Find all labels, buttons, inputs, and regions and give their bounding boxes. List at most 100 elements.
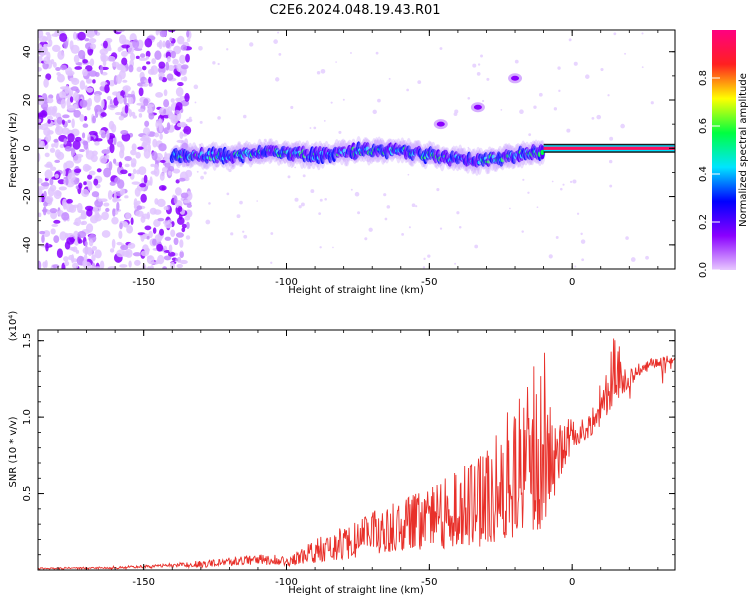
heatmap-noise-cell: [90, 43, 97, 50]
heatmap-noise-cell: [146, 255, 155, 265]
heatmap-faint-cell: [249, 42, 254, 47]
heatmap-noise-cell: [124, 195, 129, 199]
heatmap-noise-cell: [115, 30, 125, 33]
bottom-y-axis-label: SNR (10 * v/v): [8, 416, 19, 487]
colorbar-tick-label: 0.0: [698, 262, 709, 278]
heatmap-noise-cell: [100, 64, 104, 75]
heatmap-noise-cell: [116, 63, 125, 69]
heatmap-faint-cell: [217, 116, 221, 120]
heatmap-faint-cell: [509, 207, 511, 210]
heatmap-noise-cell: [158, 76, 164, 81]
y-tick-label: 1.5: [22, 333, 33, 349]
heatmap-faint-cell: [270, 232, 274, 235]
heatmap-faint-cell: [243, 234, 248, 239]
spectrogram-frame: [37, 29, 676, 270]
heatmap-noise-cell: [81, 132, 86, 139]
heatmap-faint-cell: [368, 227, 373, 232]
heatmap-faint-cell: [386, 205, 391, 209]
heatmap-faint-cell: [427, 254, 431, 258]
heatmap-noise-cell: [120, 169, 128, 175]
colorbar-ticks: 0.0 0.2 0.4 0.6 0.8: [698, 70, 720, 278]
heatmap-faint-cell: [290, 105, 294, 109]
heatmap-noise-cell: [158, 143, 167, 152]
colorbar: 0.0 0.2 0.4 0.6 0.8 Normalized spectral ampl…: [698, 30, 749, 278]
heatmap-noise-cell: [117, 46, 122, 53]
bottom-y-tick-labels: 0.5 1.0 1.5: [22, 333, 33, 502]
heatmap-noise-cell: [77, 230, 87, 239]
heatmap-noise-cell: [183, 125, 192, 135]
heatmap-noise-cell: [52, 44, 61, 53]
heatmap-faint-cell: [555, 236, 559, 239]
heatmap-faint-cell: [607, 94, 610, 97]
heatmap-noise-cell: [45, 195, 54, 204]
heatmap-noise-cell: [38, 66, 42, 72]
heatmap-noise-cell: [133, 198, 138, 208]
heatmap-faint-cell: [294, 197, 299, 202]
heatmap-noise-cell: [79, 114, 85, 122]
heatmap-noise-cell: [170, 229, 176, 237]
heatmap-faint-cell: [294, 166, 297, 169]
heatmap-faint-cell: [239, 200, 243, 205]
heatmap-noise-cell: [165, 61, 170, 71]
heatmap-noise-cell: [141, 177, 145, 184]
heatmap-faint-cell: [338, 130, 342, 134]
heatmap-noise-cell: [62, 114, 70, 119]
heatmap-noise-cell: [111, 238, 116, 249]
heatmap-noise-cell: [137, 146, 144, 150]
heatmap-noise-cell: [95, 212, 100, 219]
heatmap-noise-cell: [174, 109, 180, 115]
heatmap-noise-cell: [56, 151, 65, 161]
heatmap-noise-cell: [186, 203, 192, 208]
heatmap-noise-cell: [173, 195, 178, 205]
heatmap-noise-cell: [163, 255, 172, 261]
heatmap-faint-cell: [401, 232, 405, 236]
heatmap-noise-cell: [114, 177, 121, 184]
heatmap-faint-cell: [477, 63, 481, 66]
heatmap-noise-cell: [136, 66, 142, 73]
heatmap-noise-cell: [53, 219, 61, 224]
heatmap-faint-cell: [366, 159, 370, 163]
heatmap-noise-cell: [167, 65, 175, 71]
heatmap-noise-cell: [169, 37, 173, 42]
heatmap-noise-cell: [120, 50, 129, 57]
heatmap-faint-cell: [377, 98, 381, 103]
heatmap-faint-cell: [519, 109, 524, 115]
heatmap-noise-cell: [156, 198, 166, 208]
heatmap-noise-cell: [72, 31, 78, 40]
heatmap-faint-cell: [203, 171, 207, 175]
x-tick-label: -50: [421, 577, 437, 588]
heatmap-noise-cell: [38, 196, 42, 203]
heatmap-faint-cell: [566, 128, 571, 133]
x-tick-label: 0: [569, 277, 575, 288]
heatmap-noise-cell: [54, 159, 61, 163]
heatmap-noise-cell: [175, 102, 183, 111]
heatmap-faint-cell: [609, 159, 613, 164]
heatmap-faint-cell: [205, 219, 211, 225]
heatmap-noise-cell: [73, 230, 79, 240]
heatmap-noise-cell: [140, 193, 147, 203]
heatmap-faint-cell: [300, 202, 305, 207]
heatmap-noise-cell: [105, 207, 110, 213]
heatmap-faint-cell: [384, 217, 388, 221]
heatmap-noise-cell: [180, 44, 187, 51]
heatmap-faint-cell: [415, 205, 418, 208]
heatmap-noise-cell: [151, 58, 157, 65]
heatmap-noise-cell: [153, 167, 160, 177]
heatmap-faint-cell: [481, 99, 485, 103]
heatmap-noise-cell: [132, 39, 140, 49]
heatmap-noise-cell: [56, 72, 61, 76]
heatmap-noise-cell: [166, 122, 171, 131]
heatmap-noise-cell: [175, 86, 184, 97]
heatmap-faint-cell: [609, 136, 614, 141]
heatmap-noise-cell: [50, 228, 56, 235]
heatmap-faint-cell: [641, 66, 644, 69]
heatmap-noise-cell: [149, 265, 154, 269]
heatmap-noise-cell: [128, 173, 132, 177]
heatmap-noise-cell: [177, 82, 184, 87]
heatmap-faint-cell: [486, 77, 490, 81]
heatmap-noise-cell: [179, 54, 186, 64]
heatmap-noise-cell: [67, 119, 71, 124]
heatmap-faint-cell: [454, 109, 459, 114]
heatmap-noise-cell: [154, 50, 162, 61]
heatmap-noise-cell: [152, 227, 157, 234]
